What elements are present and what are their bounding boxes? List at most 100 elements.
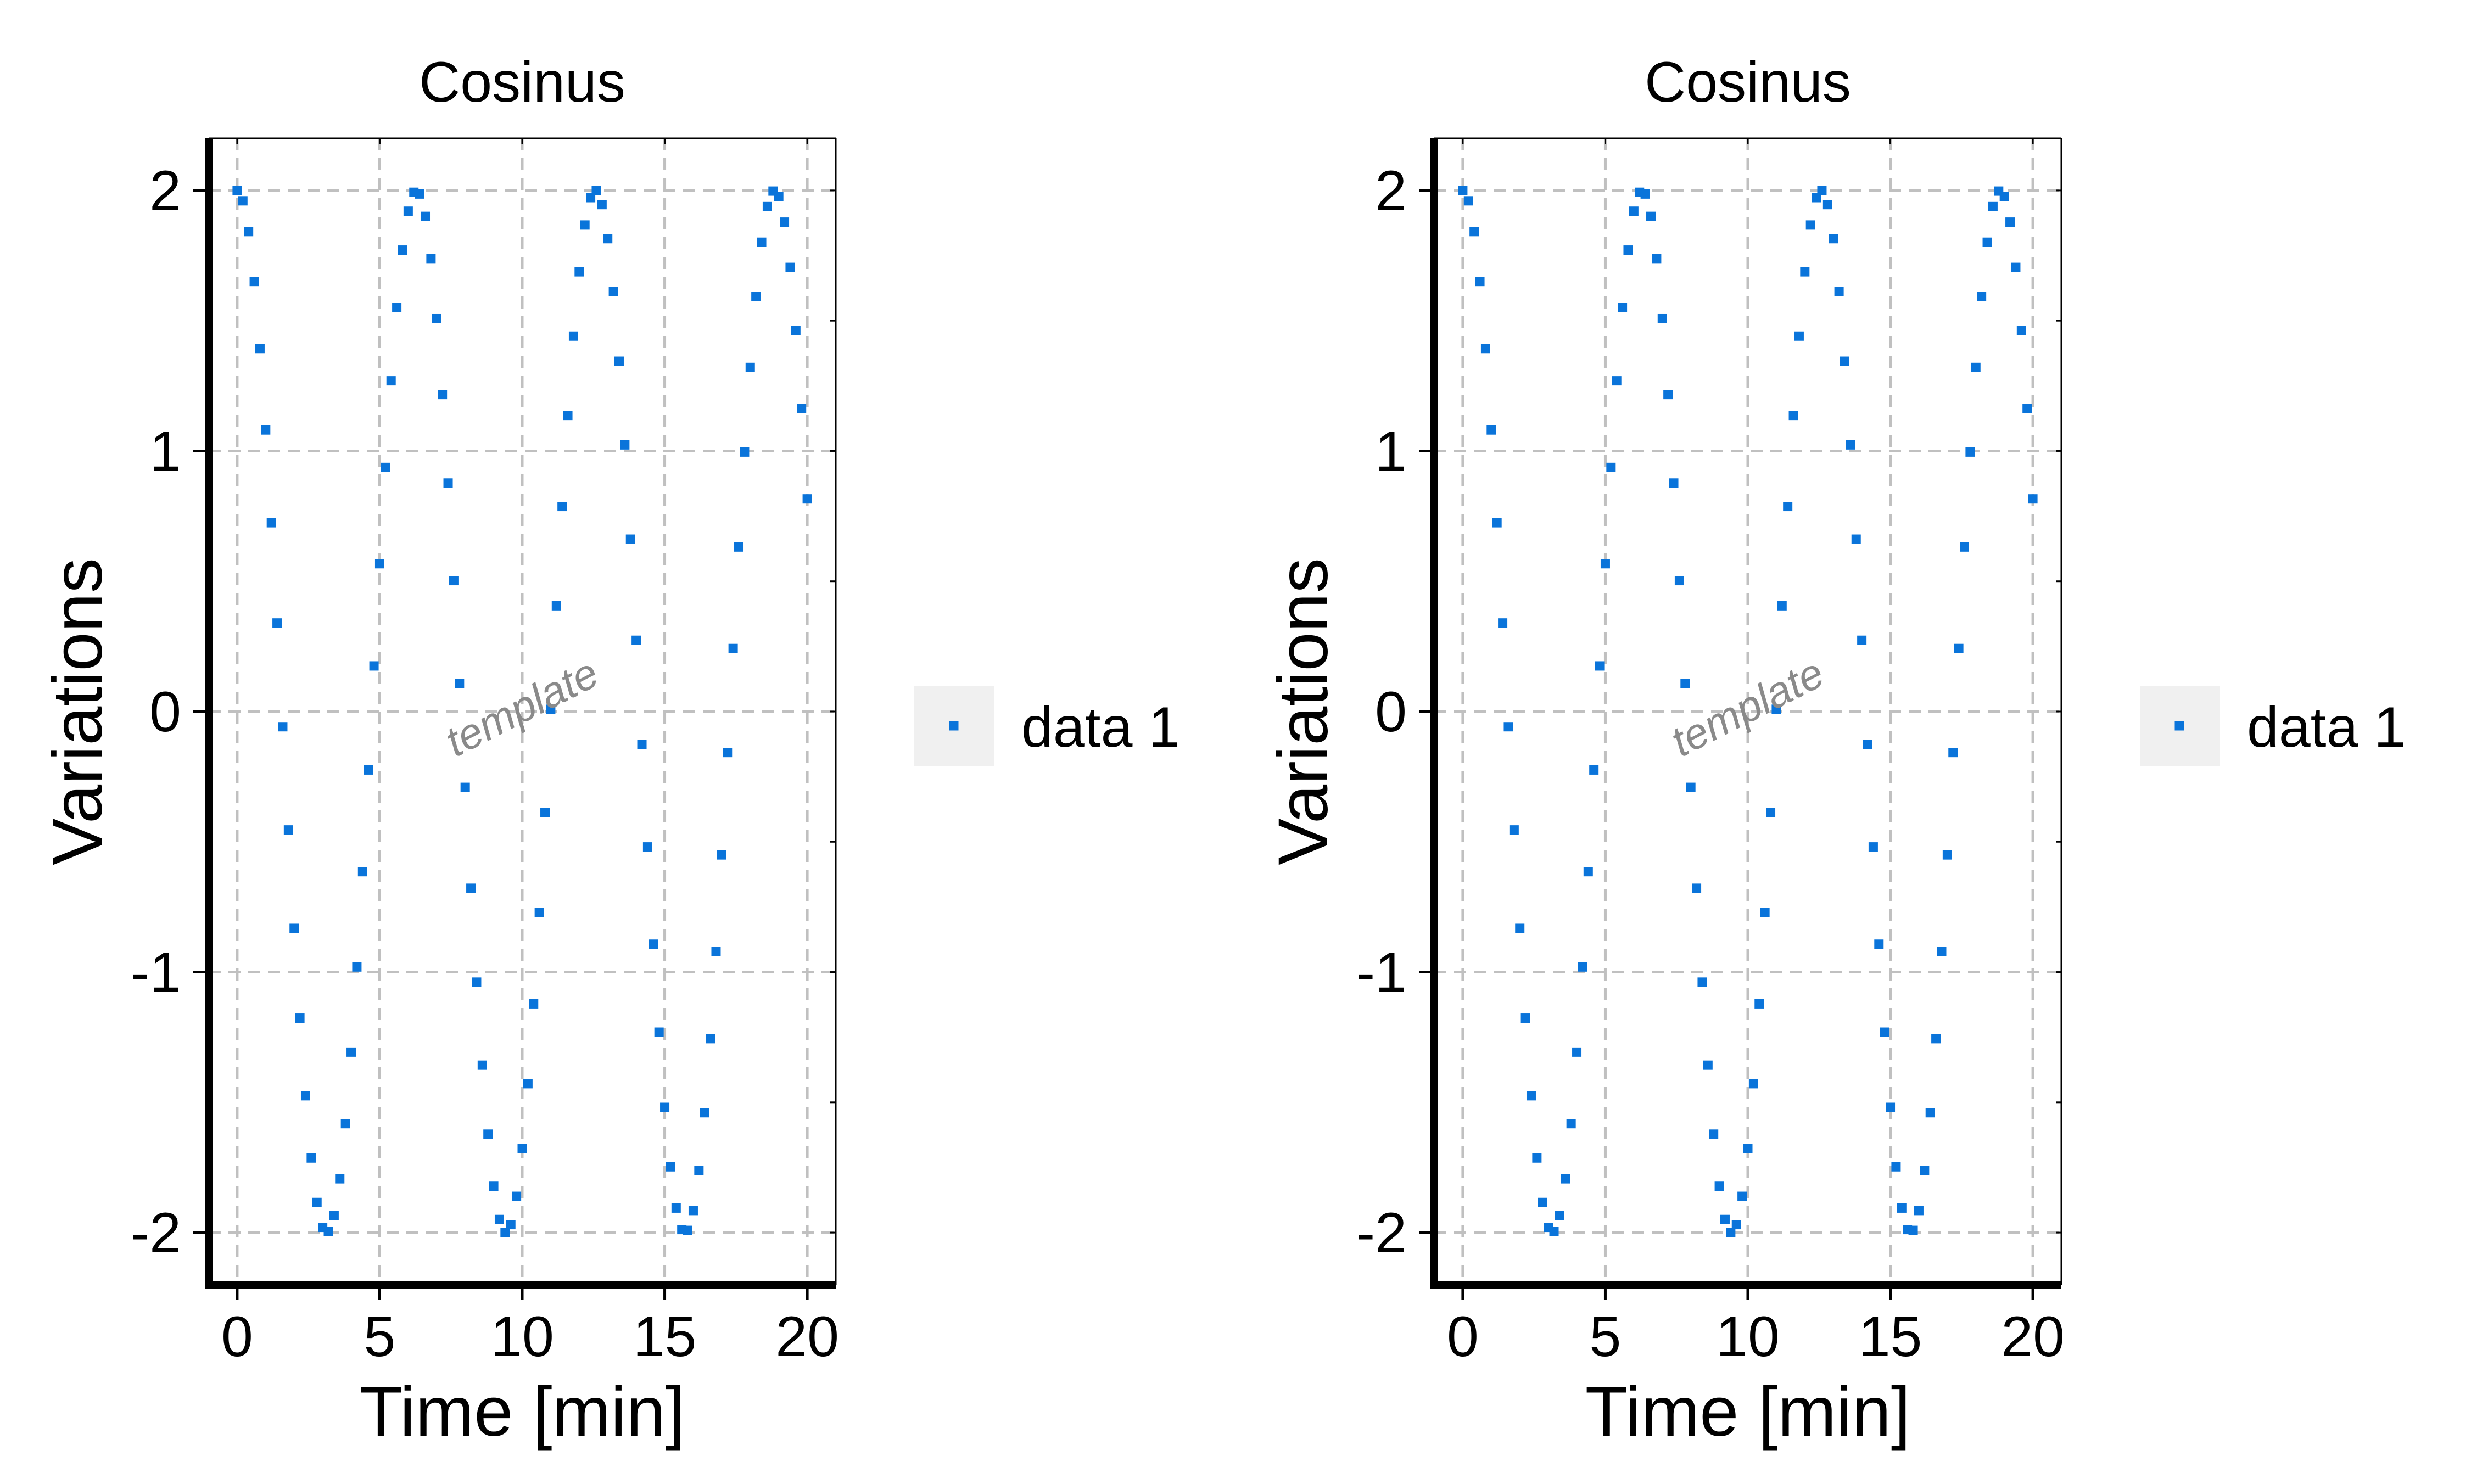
data-point bbox=[1561, 1174, 1570, 1184]
data-point bbox=[1583, 867, 1593, 877]
y-tick-label: 2 bbox=[149, 159, 181, 223]
data-point bbox=[494, 1214, 504, 1224]
data-point bbox=[483, 1129, 493, 1139]
data-point bbox=[517, 1144, 527, 1153]
x-tick-label: 15 bbox=[633, 1305, 697, 1369]
data-point bbox=[443, 478, 453, 488]
chart-panel-2: template 0 5 10 15 20 -2 -1 0 1 2 Cosinus Time [min]… bbox=[1264, 51, 2406, 1451]
data-point bbox=[1572, 1047, 1582, 1057]
data-point bbox=[1954, 643, 1964, 653]
data-point bbox=[312, 1197, 322, 1207]
y-tick-label: 0 bbox=[1375, 680, 1407, 744]
data-point bbox=[1868, 842, 1878, 852]
data-point bbox=[300, 1091, 310, 1101]
data-point bbox=[1766, 808, 1776, 817]
data-point bbox=[1606, 462, 1616, 472]
data-point bbox=[2028, 494, 2038, 504]
data-point bbox=[466, 883, 476, 893]
data-point bbox=[1771, 704, 1781, 714]
data-point bbox=[1829, 234, 1838, 244]
data-point bbox=[671, 1203, 681, 1213]
data-point bbox=[1657, 313, 1667, 323]
data-point bbox=[1692, 883, 1702, 893]
data-point bbox=[278, 722, 288, 732]
y-axis-label: Variations bbox=[1264, 558, 1343, 865]
data-point bbox=[1486, 425, 1496, 435]
data-point bbox=[637, 740, 647, 749]
data-point bbox=[1697, 977, 1707, 987]
data-point bbox=[1475, 277, 1485, 287]
data-point bbox=[1863, 740, 1872, 749]
y-tick-label: 2 bbox=[1375, 159, 1407, 223]
data-point bbox=[426, 254, 436, 264]
data-point bbox=[1948, 748, 1958, 758]
chart-panel-1: template 0 5 10 15 20 -2 -1 0 1 2 Cosinus Time [min]… bbox=[38, 51, 1180, 1451]
data-point bbox=[1942, 850, 1952, 860]
y-tick-label: 1 bbox=[1375, 419, 1407, 483]
data-point bbox=[1520, 1013, 1530, 1023]
x-tick-label: 10 bbox=[490, 1305, 554, 1369]
data-point bbox=[323, 1227, 333, 1236]
data-point bbox=[1748, 1079, 1758, 1089]
data-point bbox=[1977, 292, 1987, 301]
data-point bbox=[1640, 189, 1650, 199]
data-point bbox=[500, 1228, 510, 1237]
data-point bbox=[1549, 1227, 1559, 1236]
data-point bbox=[802, 494, 812, 504]
data-point bbox=[728, 643, 738, 653]
data-point bbox=[745, 362, 755, 372]
data-point bbox=[1891, 1162, 1901, 1172]
legend: data 1 bbox=[914, 686, 1180, 766]
data-point bbox=[1629, 206, 1639, 216]
data-point bbox=[1805, 220, 1815, 230]
data-point bbox=[283, 825, 293, 835]
data-point bbox=[551, 601, 561, 611]
data-point bbox=[683, 1225, 692, 1235]
data-point bbox=[1965, 447, 1975, 457]
data-point bbox=[306, 1153, 316, 1163]
data-point bbox=[1566, 1119, 1576, 1129]
data-point bbox=[1822, 200, 1832, 210]
data-point bbox=[603, 234, 613, 244]
data-point bbox=[1515, 923, 1525, 933]
data-point bbox=[1714, 1181, 1724, 1191]
data-point bbox=[1555, 1211, 1564, 1220]
data-point bbox=[1726, 1228, 1736, 1237]
data-point bbox=[1720, 1214, 1730, 1224]
data-point bbox=[1680, 679, 1690, 688]
x-tick-label: 15 bbox=[1859, 1305, 1922, 1369]
data-point bbox=[1458, 186, 1468, 195]
data-point bbox=[1908, 1225, 1918, 1235]
data-point bbox=[711, 947, 721, 956]
data-point bbox=[364, 765, 373, 775]
data-point bbox=[432, 313, 441, 323]
data-point bbox=[546, 704, 556, 714]
data-point bbox=[700, 1108, 709, 1118]
data-point bbox=[272, 618, 282, 628]
data-point bbox=[1925, 1108, 1935, 1118]
data-point bbox=[557, 502, 567, 512]
data-point bbox=[785, 262, 795, 272]
data-point bbox=[1914, 1206, 1924, 1216]
data-point bbox=[1857, 635, 1867, 645]
data-point bbox=[1886, 1102, 1896, 1112]
data-point bbox=[688, 1206, 698, 1216]
data-point bbox=[1743, 1144, 1753, 1153]
data-point bbox=[1788, 411, 1798, 421]
data-point bbox=[506, 1220, 516, 1230]
data-point bbox=[780, 217, 790, 227]
data-point bbox=[1988, 201, 1998, 211]
data-point bbox=[357, 867, 367, 877]
data-point bbox=[774, 192, 784, 201]
data-point bbox=[2011, 262, 2021, 272]
data-point bbox=[1880, 1027, 1889, 1037]
data-point bbox=[625, 534, 635, 544]
y-tick-label: -1 bbox=[1356, 941, 1407, 1005]
data-point bbox=[415, 189, 424, 199]
x-tick-label: 0 bbox=[1447, 1305, 1479, 1369]
data-point bbox=[374, 559, 384, 569]
data-point bbox=[255, 344, 265, 354]
data-point bbox=[1840, 356, 1849, 366]
x-tick-label: 5 bbox=[1590, 1305, 1622, 1369]
